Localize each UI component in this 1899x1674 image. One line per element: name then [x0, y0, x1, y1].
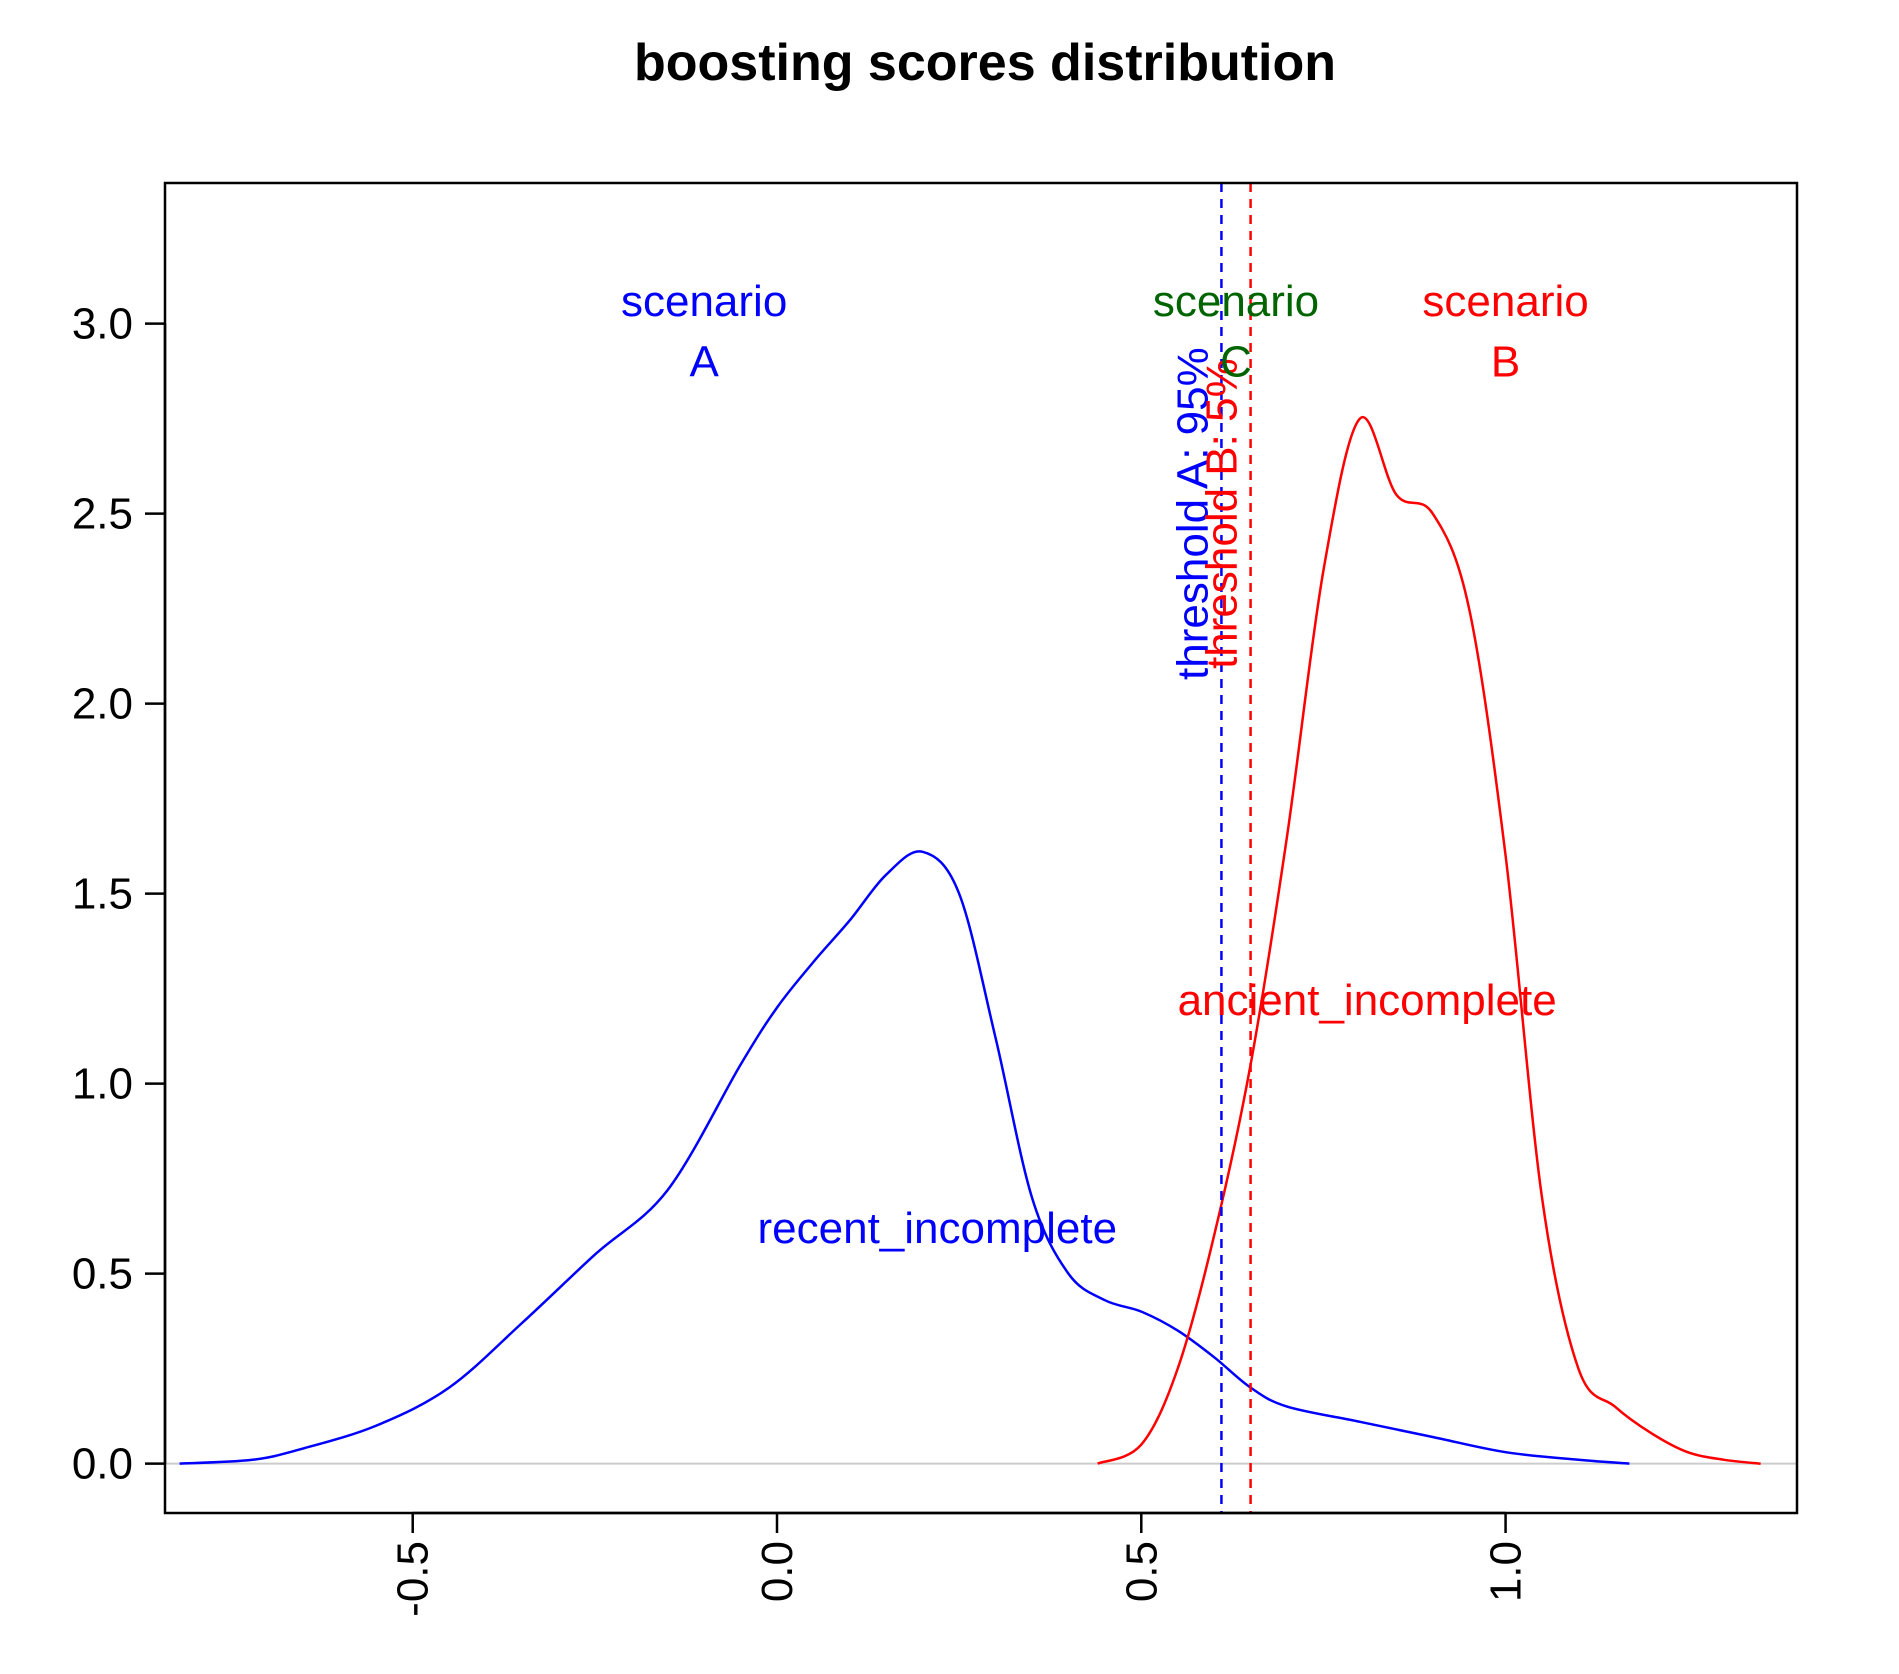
annotation-5: B [1491, 338, 1520, 387]
x-tick-label-1: 0.0 [753, 1541, 802, 1602]
annotation-2: scenario [1153, 277, 1319, 326]
y-tick-label-4: 2.0 [72, 680, 133, 729]
y-axis: 0.0 0.5 1.0 1.5 2.0 2.5 3.0 [72, 300, 167, 1489]
threshold-label-1: threshold B: 5% [1198, 358, 1247, 669]
y-tick-label-3: 1.5 [72, 870, 133, 919]
series-layer [179, 415, 1761, 1465]
y-tick-label-0: 0.0 [72, 1440, 133, 1489]
annotation-6: recent_incomplete [758, 1204, 1118, 1253]
x-tick-label-3: 1.0 [1482, 1541, 1531, 1602]
density-curve-0 [179, 850, 1630, 1465]
threshold-label-0: threshold A: 95% [1168, 347, 1217, 680]
annotation-7: ancient_incomplete [1178, 976, 1557, 1025]
annotation-4: scenario [1422, 277, 1588, 326]
x-tick-label-2: 0.5 [1117, 1541, 1166, 1602]
x-axis: -0.5 0.0 0.5 1.0 [389, 1511, 1531, 1617]
y-tick-label-2: 1.0 [72, 1060, 133, 1109]
density-curve-1 [1097, 415, 1761, 1465]
plot-frame [163, 181, 1799, 1515]
y-tick-label-1: 0.5 [72, 1250, 133, 1299]
threshold-lines: threshold A: 95%threshold B: 5% [1168, 183, 1252, 1513]
y-tick-label-6: 3.0 [72, 300, 133, 349]
annotation-0: scenario [621, 277, 787, 326]
annotation-3: C [1220, 338, 1252, 387]
annotation-1: A [689, 338, 719, 387]
chart-title: boosting scores distribution [634, 34, 1336, 92]
x-tick-label-0: -0.5 [389, 1541, 438, 1617]
y-tick-label-5: 2.5 [72, 490, 133, 539]
